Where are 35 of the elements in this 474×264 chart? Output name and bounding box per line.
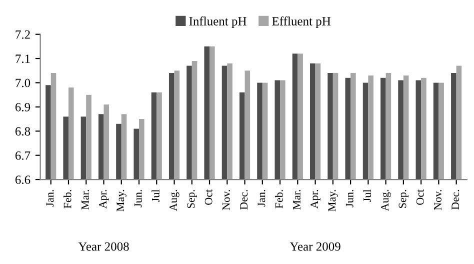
x-tick-label: Feb. <box>274 190 283 208</box>
x-tick-label: Jan. <box>258 190 266 207</box>
x-tick-label: Aug. <box>381 190 391 212</box>
x-tick-label: Apr. <box>99 190 109 209</box>
x-tick-label: Sep. <box>398 190 408 208</box>
y-tick-label: 6.7 <box>15 151 30 160</box>
x-tick-label: Jul <box>152 189 160 202</box>
x-tick-label: Oct <box>204 189 212 205</box>
y-tick-label: 7.1 <box>16 54 30 64</box>
x-tick-label: Jul <box>363 189 371 202</box>
x-tick-label: Mar. <box>82 190 89 210</box>
x-tick-label: Oct <box>416 189 424 205</box>
x-tick-label: Dec. <box>240 190 248 210</box>
x-tick-label: Dec. <box>452 190 460 210</box>
legend-label: Influent pH <box>189 16 246 28</box>
y-tick-label: 6.6 <box>15 176 30 184</box>
legend-label: Effluent pH <box>272 16 331 28</box>
x-tick-label: Mar. <box>293 190 300 210</box>
y-tick-label: 7.2 <box>16 30 30 39</box>
x-tick-label: May. <box>116 190 126 212</box>
x-tick-label: Jun. <box>346 190 354 208</box>
x-tick-label: Feb. <box>63 190 72 208</box>
x-tick-label: Jun. <box>134 190 142 208</box>
y-tick-label: 6.8 <box>15 127 30 136</box>
x-tick-label: Jan. <box>46 190 54 207</box>
text: Year 2009 <box>290 242 340 251</box>
x-tick-label: Apr. <box>310 190 320 209</box>
y-tick-label: 6.9 <box>15 102 30 112</box>
x-tick-label: Aug. <box>170 190 180 212</box>
text: Year 2008 <box>78 242 129 251</box>
x-tick-label: Sep. <box>187 190 197 208</box>
x-tick-label: Nov. <box>434 190 442 210</box>
y-tick-label: 7.0 <box>16 78 30 88</box>
x-tick-label: Nov. <box>222 190 230 210</box>
x-tick-label: May. <box>328 190 338 212</box>
